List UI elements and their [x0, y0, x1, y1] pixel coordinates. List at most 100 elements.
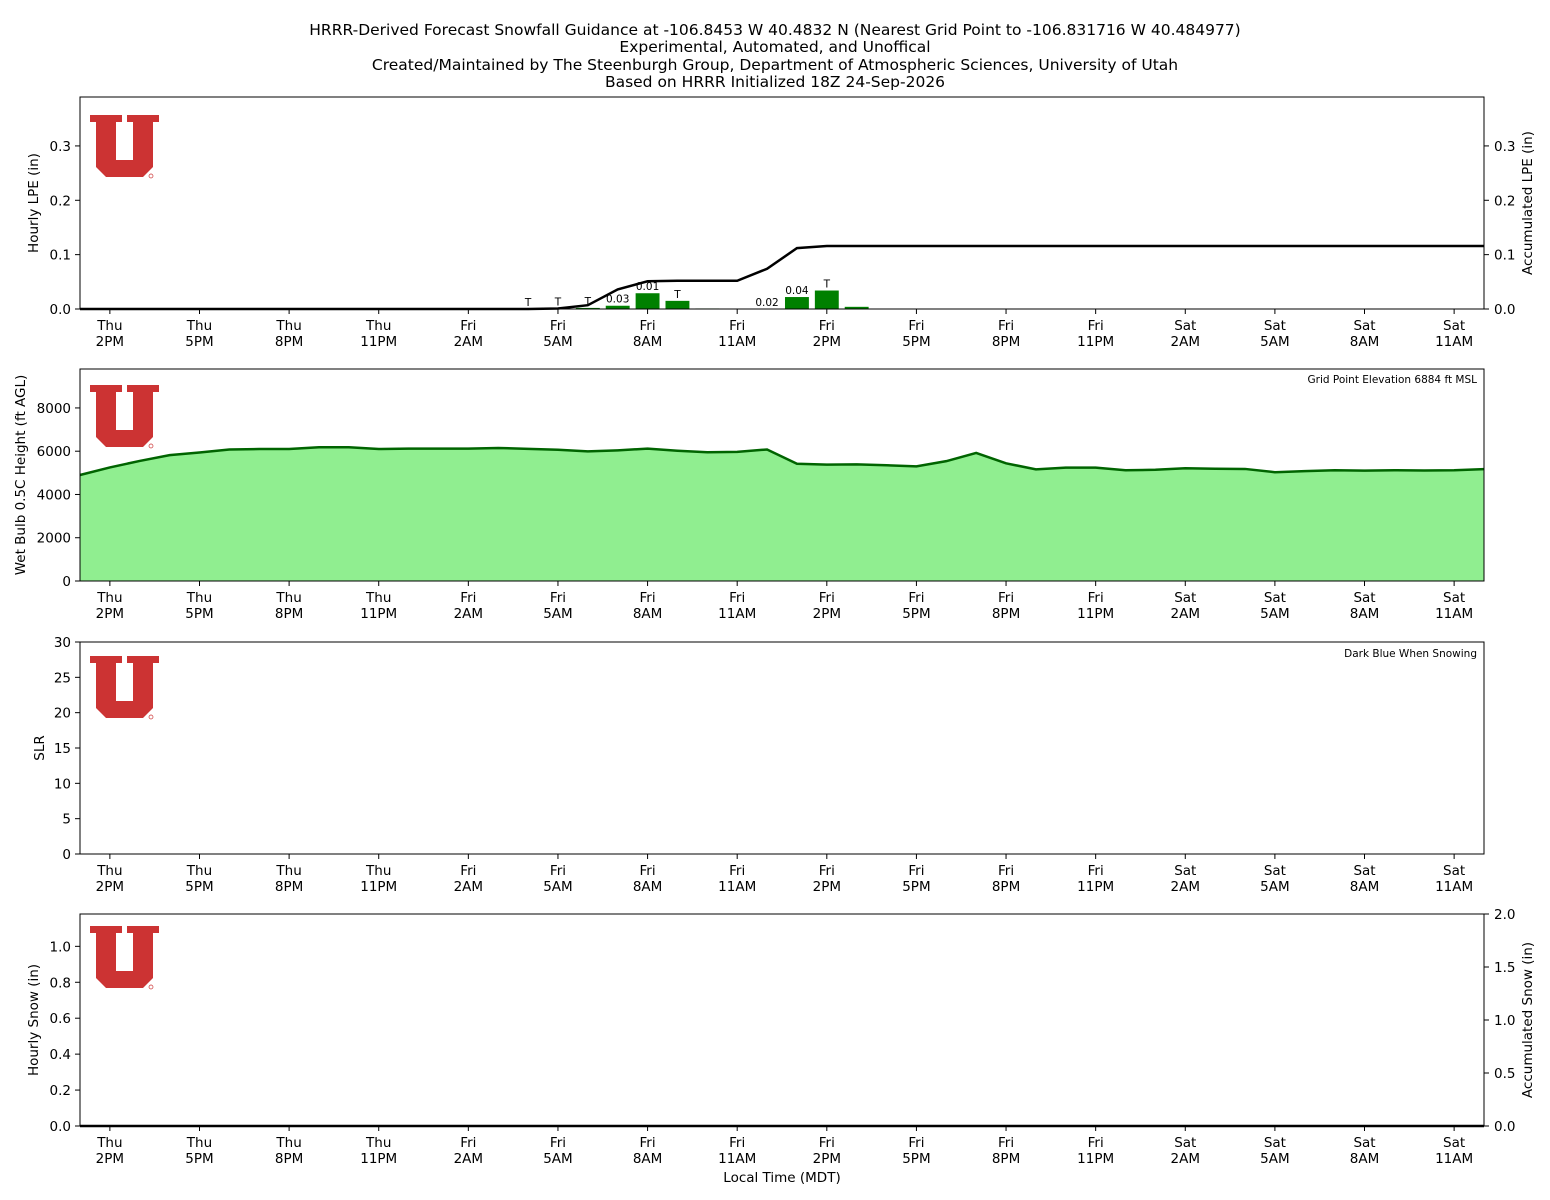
- y-axis-label: SLR: [32, 735, 48, 760]
- wetbulb-area: [80, 447, 1484, 581]
- logo-u-shape: [90, 926, 159, 988]
- x-tick-label-day: Sat: [1264, 318, 1286, 334]
- x-tick-label-hour: 5AM: [543, 334, 572, 350]
- x-tick-label-hour: 11AM: [718, 1151, 756, 1167]
- x-tick-label-hour: 8PM: [992, 606, 1020, 622]
- y-right-tick-label: 0.2: [1494, 193, 1515, 209]
- x-tick-label-day: Sat: [1353, 1135, 1375, 1151]
- y-right-tick-label: 2.0: [1494, 907, 1515, 923]
- y-tick-label: 0.2: [50, 1083, 71, 1099]
- x-tick-label-hour: 11PM: [1077, 334, 1114, 350]
- title-line-3: Created/Maintained by The Steenburgh Gro…: [371, 55, 1179, 74]
- x-tick-label-hour: 11AM: [718, 879, 756, 895]
- x-tick-label-hour: 2PM: [96, 879, 124, 895]
- x-tick-label-hour: 2PM: [96, 334, 124, 350]
- y-right-axis-label: Accumulated Snow (in): [1520, 942, 1536, 1098]
- x-tick-label-day: Fri: [908, 863, 924, 879]
- y-tick-label: 0.1: [50, 248, 71, 264]
- x-tick-label-day: Thu: [96, 318, 122, 334]
- x-tick-label-hour: 8PM: [992, 334, 1020, 350]
- x-tick-label-day: Sat: [1443, 863, 1465, 879]
- lpe-bar: [784, 297, 809, 309]
- logo-u-shape: [90, 115, 159, 177]
- x-tick-label-hour: 11PM: [360, 1151, 397, 1167]
- title-line-2: Experimental, Automated, and Unoffical: [619, 38, 931, 57]
- y-tick-label: 15: [54, 741, 71, 757]
- y-tick-label: 0.6: [50, 1011, 71, 1027]
- y-right-tick-label: 0.5: [1494, 1066, 1515, 1082]
- x-tick-label-hour: 8PM: [275, 879, 303, 895]
- x-tick-label-day: Sat: [1353, 318, 1375, 334]
- panel-slr: Dark Blue When Snowing 0 5 10 15 20 25 30 SLR Thu…: [32, 635, 1485, 895]
- x-tick-label-hour: 5PM: [902, 334, 930, 350]
- title-line-1: HRRR-Derived Forecast Snowfall Guidance …: [309, 21, 1241, 39]
- x-tick-label-hour: 5AM: [1260, 334, 1289, 350]
- plot-area: [80, 914, 1484, 1126]
- x-tick-label-day: Fri: [998, 1135, 1014, 1151]
- y-right-tick-label: 1.5: [1494, 960, 1515, 976]
- y-right-tick-label: 1.0: [1494, 1013, 1515, 1029]
- x-tick-label-hour: 5PM: [185, 1151, 213, 1167]
- x-tick-label-day: Sat: [1264, 1135, 1286, 1151]
- x-tick-label-day: Fri: [550, 318, 566, 334]
- x-tick-label-day: Fri: [729, 1135, 745, 1151]
- x-tick-label-hour: 11PM: [1077, 606, 1114, 622]
- x-tick-label-day: Sat: [1174, 863, 1196, 879]
- x-tick-label-day: Fri: [819, 590, 835, 606]
- y-tick-label: 5: [62, 812, 71, 828]
- x-tick-label-hour: 5AM: [1260, 606, 1289, 622]
- x-tick-label-day: Fri: [1088, 318, 1104, 334]
- y-tick-label: 25: [54, 670, 71, 686]
- x-tick-label-day: Sat: [1174, 318, 1196, 334]
- x-tick-label-hour: 8PM: [992, 1151, 1020, 1167]
- x-tick-label-day: Fri: [550, 1135, 566, 1151]
- x-tick-label-day: Thu: [365, 590, 391, 606]
- x-tick-label-day: Fri: [819, 1135, 835, 1151]
- x-tick-label-hour: 8AM: [1350, 606, 1379, 622]
- x-tick-label-hour: 5AM: [543, 1151, 572, 1167]
- lpe-bar: [814, 290, 839, 309]
- x-tick-label-day: Fri: [998, 590, 1014, 606]
- x-tick-label-day: Thu: [275, 1135, 301, 1151]
- x-tick-label-day: Thu: [275, 863, 301, 879]
- y-axis-label: Wet Bulb 0.5C Height (ft AGL): [13, 375, 29, 576]
- x-tick-label-hour: 5PM: [902, 879, 930, 895]
- logo-u-shape: [90, 385, 159, 447]
- x-tick-label-day: Fri: [640, 863, 656, 879]
- x-tick-label-hour: 2PM: [813, 334, 841, 350]
- x-tick-label-day: Fri: [908, 1135, 924, 1151]
- lpe-bar-label: T: [673, 289, 681, 301]
- x-tick-label-hour: 2PM: [96, 1151, 124, 1167]
- x-tick-label-day: Thu: [275, 590, 301, 606]
- x-tick-label-hour: 8AM: [633, 1151, 662, 1167]
- lpe-bar-label: T: [584, 296, 592, 308]
- logo-registered-mark: [148, 984, 154, 990]
- logo-registered-mark: [148, 443, 154, 449]
- x-tick-label-hour: 2AM: [454, 334, 483, 350]
- lpe-bar-label: T: [524, 297, 532, 309]
- x-tick-label-hour: 11AM: [718, 334, 756, 350]
- x-tick-label-day: Thu: [96, 590, 122, 606]
- x-tick-label-hour: 11PM: [360, 606, 397, 622]
- x-tick-label-hour: 11PM: [1077, 879, 1114, 895]
- title-line-4: Based on HRRR Initialized 18Z 24-Sep-202…: [604, 72, 946, 91]
- x-tick-label-hour: 2AM: [454, 606, 483, 622]
- x-axis-label: Local Time (MDT): [723, 1170, 840, 1186]
- x-tick-label-hour: 5PM: [902, 606, 930, 622]
- x-tick-label-day: Fri: [998, 318, 1014, 334]
- y-right-tick-label: 0.0: [1494, 302, 1515, 318]
- logo-registered-mark: [148, 173, 154, 179]
- plot-area: [80, 97, 1484, 309]
- x-tick-label-day: Sat: [1443, 318, 1465, 334]
- x-tick-label-day: Thu: [275, 318, 301, 334]
- x-tick-label-hour: 5AM: [1260, 879, 1289, 895]
- x-tick-label-day: Sat: [1443, 590, 1465, 606]
- y-tick-label: 6000: [37, 444, 71, 460]
- x-tick-label-hour: 11AM: [1435, 1151, 1473, 1167]
- lpe-bar: [575, 307, 600, 309]
- x-tick-label-day: Thu: [96, 1135, 122, 1151]
- logo-registered-mark: [148, 714, 154, 720]
- x-tick-label-day: Fri: [640, 590, 656, 606]
- lpe-bar-label: 0.04: [785, 285, 809, 297]
- axes-frame: [79, 913, 1485, 1127]
